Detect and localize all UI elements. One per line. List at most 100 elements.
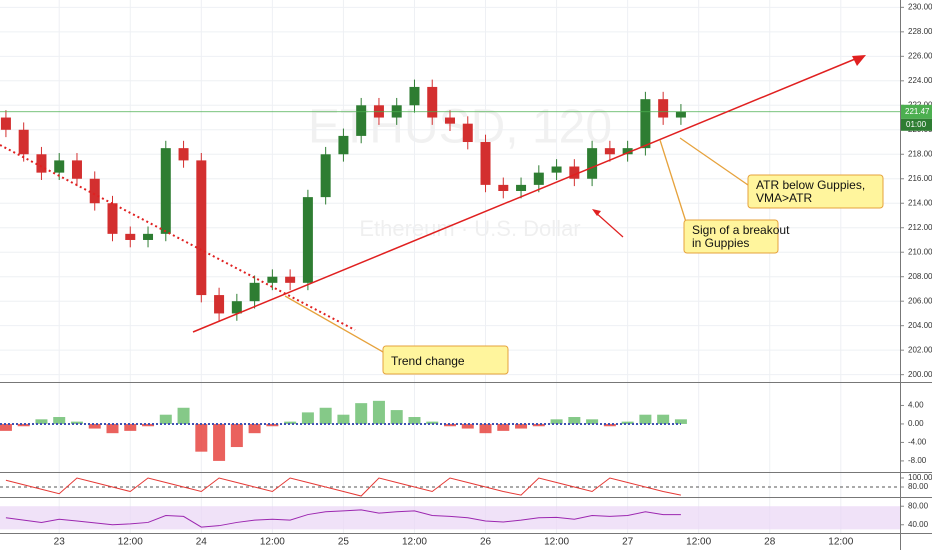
x-tick-label: 12:00: [686, 537, 711, 548]
candle-body: [409, 86, 420, 106]
y-tick-label: 214.00: [908, 198, 932, 207]
countdown-label: 01:00: [906, 120, 927, 129]
y-tick-label: 80.00: [908, 482, 929, 491]
histogram-bar: [159, 414, 172, 424]
x-tick-label: 26: [480, 537, 492, 548]
histogram-bar: [586, 419, 599, 424]
annotation-text: Sign of a breakout: [692, 223, 790, 237]
candle-body: [640, 99, 651, 149]
candle-body: [551, 166, 562, 173]
histogram-bar: [532, 423, 545, 427]
y-tick-label: 4.00: [908, 401, 924, 410]
callout-line: [659, 139, 687, 223]
band: [0, 506, 900, 530]
y-tick-label: 40.00: [908, 520, 929, 529]
annotation-box: [683, 219, 779, 254]
histogram-bar: [337, 414, 350, 424]
y-tick-label: 200.00: [908, 370, 932, 379]
arrow-head: [852, 55, 866, 66]
candle-body: [214, 295, 225, 314]
candle-body: [533, 172, 544, 185]
histogram-bar: [461, 423, 474, 429]
callout-line: [679, 137, 749, 186]
candle-body: [622, 148, 633, 155]
trend-line-dotted: [0, 144, 356, 331]
x-tick-label: 12:00: [828, 537, 853, 548]
x-tick-label: 27: [622, 537, 634, 548]
countdown-tag: [901, 118, 932, 131]
histogram-bar: [124, 423, 137, 431]
histogram-bar: [621, 421, 634, 424]
candle-body: [320, 154, 331, 198]
last-price-label: 221.47: [905, 107, 930, 116]
x-tick-label: 23: [54, 537, 66, 548]
candle-body: [516, 184, 527, 191]
histogram-bar: [657, 414, 670, 424]
histogram-bar: [106, 423, 119, 434]
histogram-bar: [479, 423, 492, 434]
candle-body: [125, 233, 136, 240]
y-tick-label: 206.00: [908, 296, 932, 305]
y-tick-label: 0.00: [908, 419, 924, 428]
x-tick-label: 12:00: [260, 537, 285, 548]
y-tick-label: 204.00: [908, 321, 932, 330]
y-tick-label: 100.00: [908, 473, 932, 482]
candle-body: [0, 117, 11, 130]
x-tick-label: 12:00: [544, 537, 569, 548]
histogram-bar: [444, 423, 456, 427]
candle-body: [658, 99, 669, 118]
histogram-bar: [515, 423, 528, 429]
candle-body: [160, 148, 171, 234]
histogram-bar: [355, 403, 368, 424]
x-tick-label: 12:00: [402, 537, 427, 548]
histogram-bar: [88, 423, 101, 429]
candle-body: [36, 154, 47, 173]
x-tick-label: 12:00: [118, 537, 143, 548]
indicator-line: [5, 477, 682, 497]
histogram-bar: [319, 407, 332, 424]
histogram-bar: [639, 414, 652, 424]
histogram-bar: [70, 421, 83, 424]
y-tick-label: -4.00: [908, 438, 927, 447]
candle-body: [143, 233, 154, 240]
histogram-bar: [390, 410, 403, 424]
candle-body: [427, 86, 438, 118]
candle-body: [18, 129, 29, 155]
candle-body: [587, 148, 598, 179]
y-tick-label: 226.00: [908, 51, 932, 60]
y-tick-label: 230.00: [908, 2, 932, 11]
histogram-bar: [372, 400, 385, 424]
candle-body: [71, 160, 82, 179]
candle-body: [249, 282, 260, 302]
candle-body: [480, 142, 491, 185]
histogram-bar: [213, 423, 226, 461]
histogram-bar: [177, 407, 190, 424]
candle-body: [267, 276, 278, 283]
histogram-bar: [603, 423, 616, 427]
annotation-text: Trend change: [391, 354, 465, 368]
candle-body: [54, 160, 65, 173]
histogram-bar: [195, 423, 208, 452]
candle-body: [302, 197, 313, 283]
indicator-line: [5, 509, 681, 528]
annotation-text: ATR below Guppies,: [756, 178, 865, 192]
red-arrow: [594, 211, 624, 238]
candle-body: [675, 111, 686, 118]
y-tick-label: 212.00: [908, 223, 932, 232]
annotation-text: VMA>ATR: [756, 191, 812, 205]
candle-body: [89, 178, 100, 204]
y-tick-label: 216.00: [908, 174, 932, 183]
histogram-bar: [35, 419, 48, 424]
y-tick-label: 202.00: [908, 345, 932, 354]
histogram-bar: [674, 419, 687, 424]
red-arrow-head: [592, 209, 601, 216]
histogram-bar: [426, 421, 439, 424]
y-tick-label: 228.00: [908, 27, 932, 36]
callout-line: [284, 295, 384, 353]
x-tick-label: 24: [196, 537, 208, 548]
y-tick-label: 224.00: [908, 76, 932, 85]
annotation-text: in Guppies: [692, 236, 749, 250]
histogram-bar: [301, 412, 314, 424]
